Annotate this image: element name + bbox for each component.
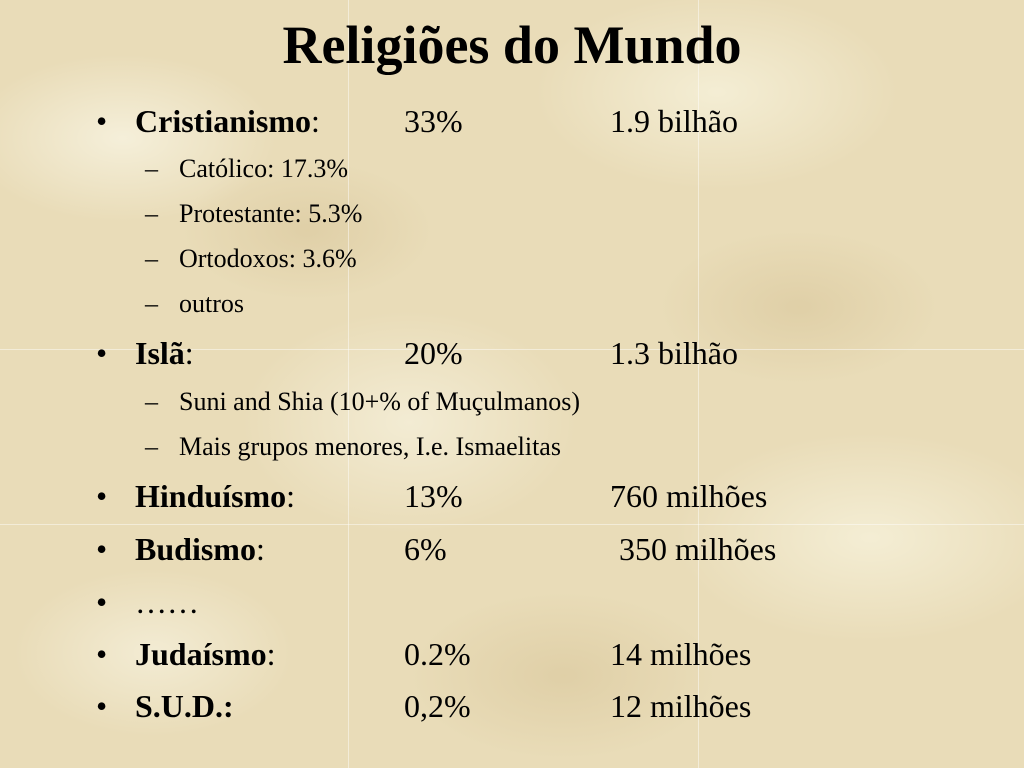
bullet-icon: • [96,584,108,620]
dash-icon: – [145,387,158,416]
dash-icon: – [145,154,158,183]
dash-icon: – [145,432,158,461]
bullet-icon: • [96,478,108,514]
religion-percent: 6% [404,531,447,567]
religion-percent: 13% [404,478,463,514]
religion-name: Hinduísmo: [135,478,296,514]
religion-count: 760 milhões [610,478,768,514]
religion-count: 1.9 bilhão [610,103,738,139]
bullet-icon: • [96,103,108,139]
religion-count: 14 milhões [610,636,752,672]
religion-name: S.U.D.: [135,688,234,724]
religion-name: Budismo: [135,531,265,567]
religion-count: 350 milhões [619,531,777,567]
religion-name: Judaísmo: [135,636,276,672]
sub-item-text: Suni and Shia (10+% of Muçulmanos) [179,387,581,416]
dash-icon: – [145,244,158,273]
slide-title: Religiões do Mundo [282,15,742,75]
religion-count: 12 milhões [610,688,752,724]
sub-item-text: Católico: 17.3% [179,154,348,183]
religion-count: 1.3 bilhão [610,335,738,371]
religion-percent: 0,2% [404,688,471,724]
bullet-icon: • [96,636,108,672]
sub-item-text: outros [179,289,244,318]
dash-icon: – [145,289,158,318]
bullet-icon: • [96,335,108,371]
religion-percent: 33% [404,103,463,139]
dash-icon: – [145,199,158,228]
sub-item-text: Mais grupos menores, I.e. Ismaelitas [179,432,561,461]
sub-item-text: Ortodoxos: 3.6% [179,244,357,273]
background-seam [698,0,699,768]
religion-name: Cristianismo: [135,103,320,139]
religion-percent: 20% [404,335,463,371]
background-seam [0,524,1024,525]
religion-percent: 0.2% [404,636,471,672]
bullet-icon: • [96,531,108,567]
background-seam [0,349,1024,350]
religion-name: …… [135,584,199,620]
sub-item-text: Protestante: 5.3% [179,199,363,228]
bullet-icon: • [96,688,108,724]
religion-name: Islã: [135,335,194,371]
background-seam [348,0,349,768]
